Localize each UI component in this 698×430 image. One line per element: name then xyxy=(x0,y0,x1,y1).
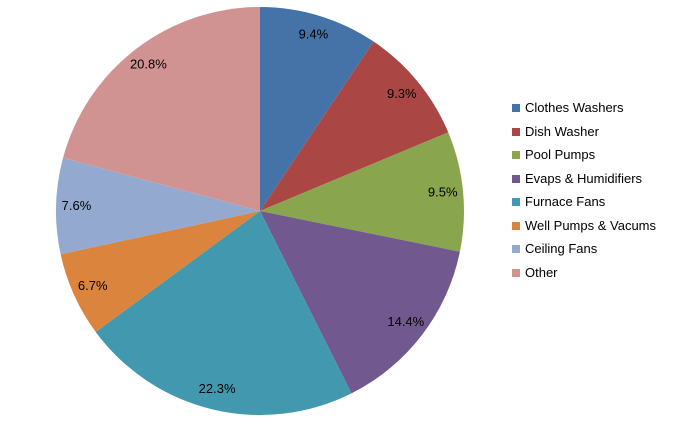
slice-percent-label-other: 20.8% xyxy=(130,57,167,72)
legend-label-other: Other xyxy=(525,264,558,280)
legend-item-other: Other xyxy=(512,264,656,280)
legend-label-pool-pumps: Pool Pumps xyxy=(525,147,596,162)
slice-percent-label-ceiling-fans: 7.6% xyxy=(62,198,92,213)
legend-label-furnace-fans: Furnace Fans xyxy=(525,194,606,209)
legend-swatch-furnace-fans xyxy=(512,198,520,206)
legend-swatch-other xyxy=(512,268,520,277)
legend-swatch-well-pumps-vacums xyxy=(512,221,520,230)
pie-slice-evaps-humidifiers xyxy=(260,211,460,394)
chart-legend: Clothes Washers Dish Washer Pool Pumps Evap… xyxy=(512,101,656,280)
legend-item-evaps-humidifiers: Evaps & Humidifiers xyxy=(512,170,656,186)
legend-label-well-pumps-vacums: Well Pumps & Vacums xyxy=(525,217,657,233)
slice-percent-label-evaps-humidifiers: 14.4% xyxy=(387,314,424,329)
legend-swatch-clothes-washers xyxy=(512,104,520,112)
slice-percent-label-pool-pumps: 9.5% xyxy=(428,185,458,200)
slice-percent-label-dish-washer: 9.3% xyxy=(387,86,417,101)
legend-swatch-ceiling-fans xyxy=(512,245,520,253)
legend-swatch-pool-pumps xyxy=(512,151,520,159)
legend-item-well-pumps-vacums: Well Pumps & Vacums xyxy=(512,217,657,233)
pie-slice-furnace-fans xyxy=(95,211,352,415)
legend-swatch-evaps-humidifiers xyxy=(512,174,520,183)
legend-item-dish-washer: Dish Washer xyxy=(512,123,656,139)
pie-slice-pool-pumps xyxy=(260,132,465,252)
slice-percent-label-well-pumps-vacums: 6.7% xyxy=(78,278,108,293)
pie-slice-clothes-washers xyxy=(260,7,374,211)
legend-label-dish-washer: Dish Washer xyxy=(525,123,599,139)
slice-percent-label-furnace-fans: 22.3% xyxy=(199,381,236,396)
legend-item-clothes-washers: Clothes Washers xyxy=(512,101,656,115)
legend-item-ceiling-fans: Ceiling Fans xyxy=(512,242,656,256)
legend-label-evaps-humidifiers: Evaps & Humidifiers xyxy=(525,170,643,186)
pie-slice-ceiling-fans xyxy=(56,157,260,255)
slice-percent-label-clothes-washers: 9.4% xyxy=(299,27,329,42)
legend-label-clothes-washers: Clothes Washers xyxy=(525,100,624,115)
legend-item-pool-pumps: Pool Pumps xyxy=(512,148,656,162)
pie-slice-dish-washer xyxy=(260,41,449,212)
pie-slice-other xyxy=(63,7,261,211)
legend-item-furnace-fans: Furnace Fans xyxy=(512,195,656,209)
legend-swatch-dish-washer xyxy=(512,127,520,136)
pie-slice-well-pumps-vacums xyxy=(60,211,260,332)
legend-label-ceiling-fans: Ceiling Fans xyxy=(525,241,598,256)
